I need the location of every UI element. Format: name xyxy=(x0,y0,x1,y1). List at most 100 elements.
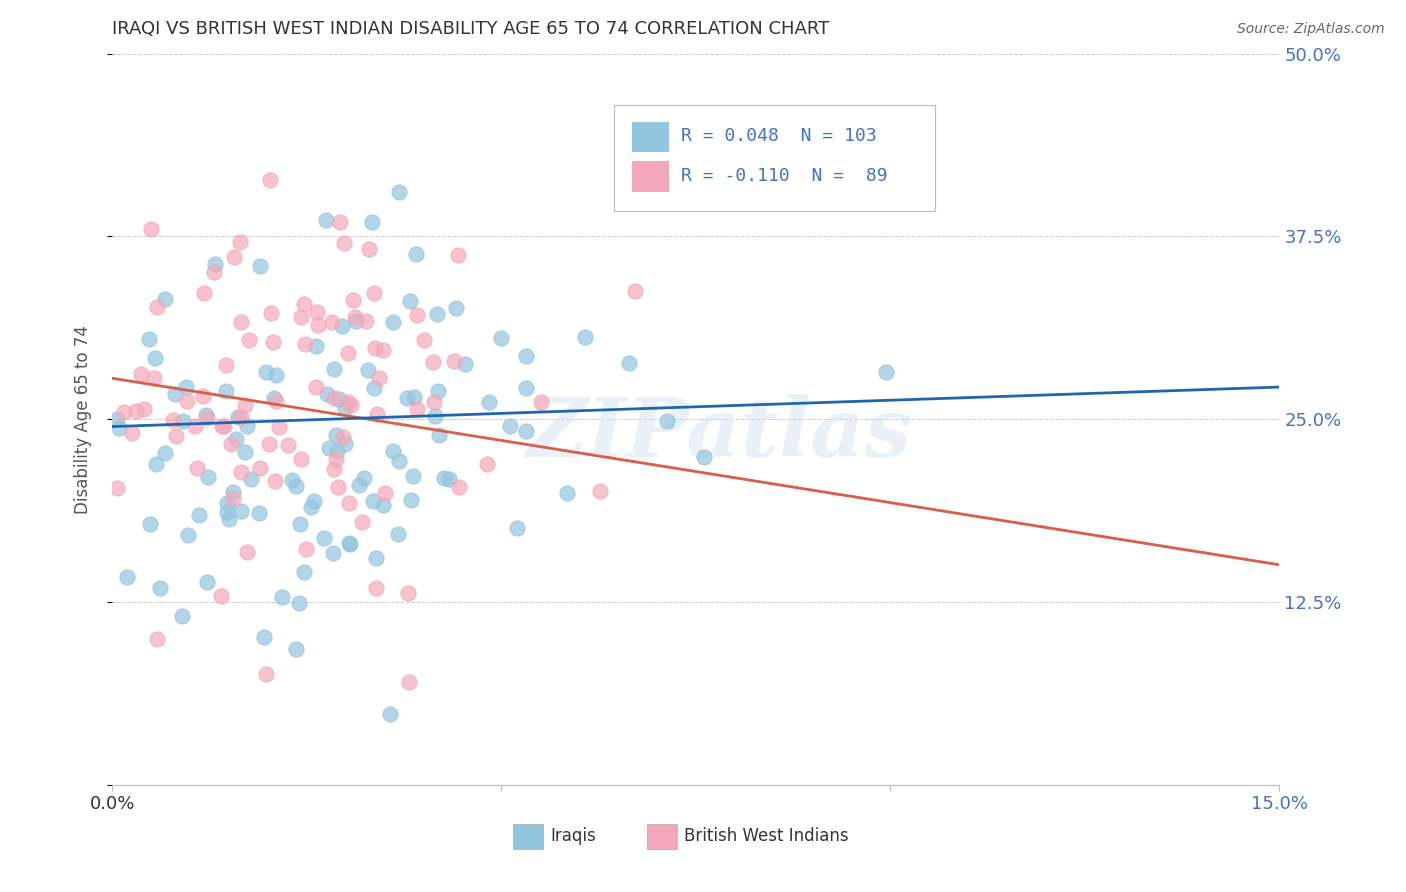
Point xyxy=(188,508,211,522)
Point xyxy=(249,259,271,273)
Text: Iraqis: Iraqis xyxy=(550,827,596,845)
Point xyxy=(155,292,177,306)
Point xyxy=(263,475,285,489)
Point xyxy=(325,428,347,442)
Point xyxy=(655,414,678,428)
Point xyxy=(396,585,419,599)
Point xyxy=(228,235,250,250)
Point xyxy=(146,632,169,647)
Point xyxy=(162,413,184,427)
Point xyxy=(222,485,245,500)
Point xyxy=(292,566,315,580)
Point xyxy=(239,472,262,486)
Point xyxy=(323,362,346,376)
Text: British West Indians: British West Indians xyxy=(685,827,849,845)
Point xyxy=(342,293,364,307)
Point xyxy=(323,392,346,406)
Point xyxy=(364,550,387,565)
Point xyxy=(277,437,299,451)
Point xyxy=(195,409,218,423)
Point xyxy=(315,387,337,401)
Point xyxy=(176,394,198,409)
Point xyxy=(875,365,897,379)
Point xyxy=(447,248,470,262)
Point xyxy=(396,392,419,406)
Point xyxy=(121,425,143,440)
Point xyxy=(209,589,232,603)
Point xyxy=(105,412,128,426)
Point xyxy=(304,494,326,508)
Point xyxy=(322,546,344,560)
Point xyxy=(353,471,375,485)
Point xyxy=(269,420,291,434)
Text: IRAQI VS BRITISH WEST INDIAN DISABILITY AGE 65 TO 74 CORRELATION CHART: IRAQI VS BRITISH WEST INDIAN DISABILITY … xyxy=(112,21,830,38)
Point xyxy=(129,368,152,382)
FancyBboxPatch shape xyxy=(647,824,678,849)
Point xyxy=(589,483,612,498)
Point xyxy=(693,450,716,464)
Point xyxy=(325,452,347,467)
Point xyxy=(361,494,384,508)
Point xyxy=(427,428,450,442)
Point xyxy=(339,537,361,551)
Point xyxy=(333,401,356,415)
Point xyxy=(368,370,391,384)
Point xyxy=(477,395,499,409)
Point xyxy=(318,441,340,455)
Point xyxy=(406,402,429,417)
Point xyxy=(405,246,427,260)
Point xyxy=(506,521,529,535)
Point xyxy=(254,667,277,681)
Point xyxy=(344,314,367,328)
Point xyxy=(315,212,337,227)
Point xyxy=(229,409,252,424)
Point xyxy=(226,409,249,424)
Point xyxy=(105,482,128,496)
Point xyxy=(285,479,308,493)
Point xyxy=(229,504,252,518)
Point xyxy=(304,380,326,394)
Point xyxy=(443,353,465,368)
Point xyxy=(285,641,308,656)
Point xyxy=(350,515,373,529)
Point xyxy=(366,581,388,595)
Point xyxy=(444,301,467,315)
Point xyxy=(270,590,292,604)
Point xyxy=(574,330,596,344)
Point xyxy=(108,420,131,434)
Point xyxy=(217,496,239,510)
Point xyxy=(326,443,349,458)
Point xyxy=(364,341,387,355)
Point xyxy=(305,338,328,352)
FancyBboxPatch shape xyxy=(631,161,669,192)
Point xyxy=(332,430,354,444)
Point xyxy=(426,307,449,321)
Point xyxy=(388,454,411,468)
Point xyxy=(281,473,304,487)
Point xyxy=(356,363,378,377)
Point xyxy=(332,235,354,250)
Point xyxy=(398,675,420,690)
Point xyxy=(197,470,219,484)
Point xyxy=(363,380,385,394)
Point xyxy=(149,582,172,596)
Text: R = 0.048  N = 103: R = 0.048 N = 103 xyxy=(681,128,876,145)
Point xyxy=(387,526,409,541)
Point xyxy=(314,531,336,545)
Point xyxy=(221,491,243,505)
Point xyxy=(195,574,218,589)
Point xyxy=(229,465,252,479)
Point xyxy=(145,457,167,471)
Point xyxy=(186,461,208,475)
Point xyxy=(422,355,444,369)
Point xyxy=(381,315,404,329)
Y-axis label: Disability Age 65 to 74: Disability Age 65 to 74 xyxy=(73,325,91,514)
Point xyxy=(423,409,446,424)
FancyBboxPatch shape xyxy=(631,121,669,153)
Point xyxy=(366,407,388,421)
Point xyxy=(235,445,257,459)
Point xyxy=(328,392,350,407)
Point xyxy=(222,250,245,264)
Point xyxy=(236,418,259,433)
Point xyxy=(437,472,460,486)
